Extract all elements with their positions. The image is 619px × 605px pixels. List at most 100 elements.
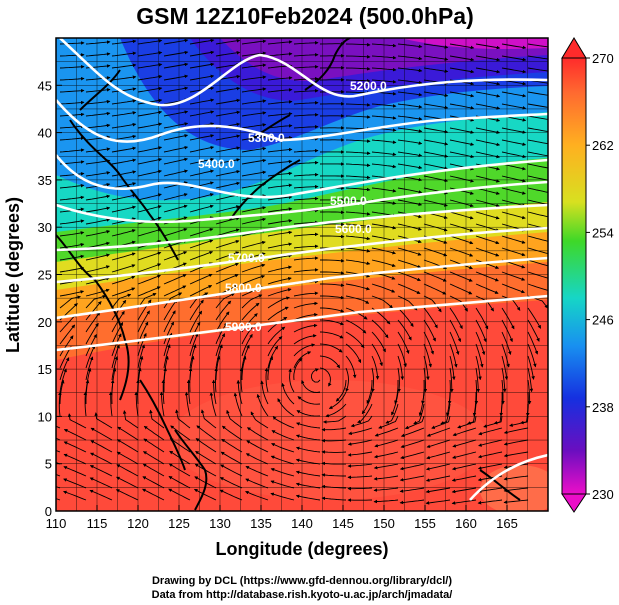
streamline-arrow <box>63 466 87 477</box>
streamline-arrow <box>111 146 137 153</box>
y-axis-label: Latitude (degrees) <box>3 197 23 353</box>
streamline-arrow <box>143 438 165 453</box>
streamline-arrow <box>143 425 165 441</box>
streamline-arrow <box>117 426 139 441</box>
streamline-arrow <box>350 415 373 428</box>
streamline-arrow <box>85 265 110 273</box>
streamline-arrow <box>503 427 529 435</box>
streamline-arrow <box>319 319 344 326</box>
streamline-arrow <box>319 343 343 353</box>
streamline-arrow <box>397 319 412 341</box>
streamline-arrow <box>168 463 191 477</box>
streamline-arrow <box>267 207 293 213</box>
streamline-arrow <box>477 487 503 493</box>
streamline-arrow <box>527 355 535 380</box>
streamline-arrow <box>503 475 529 481</box>
streamline-arrow <box>371 343 383 367</box>
streamline-arrow <box>293 113 319 117</box>
streamline-arrow <box>59 65 85 69</box>
streamline-arrow <box>58 391 62 417</box>
streamline-arrow <box>310 368 321 383</box>
streamline-arrow <box>348 427 373 436</box>
streamline-arrow <box>267 52 293 57</box>
streamline-arrow <box>475 103 501 110</box>
streamline-arrow <box>267 76 293 81</box>
streamline-arrow <box>111 275 136 285</box>
streamline-arrow <box>361 391 373 415</box>
credit-line-1: Drawing by DCL (https://www.gfd-dennou.o… <box>152 575 452 587</box>
streamline-arrow <box>451 487 477 494</box>
streamline-arrow <box>477 499 503 505</box>
streamline-arrow <box>85 171 111 177</box>
streamline-arrow <box>59 346 72 369</box>
streamline-arrow <box>423 163 449 170</box>
streamline-arrow <box>373 463 399 470</box>
streamline-arrow <box>397 271 421 282</box>
streamline-arrow <box>440 403 451 425</box>
map-title: GSM 12Z10Feb2024 (500.0hPa) <box>136 3 474 29</box>
colorbar-ticks: 270 262 254 246 238 230 <box>586 51 614 502</box>
streamline-arrow <box>85 159 111 165</box>
streamline-arrow <box>111 75 137 81</box>
streamline-arrow <box>293 89 319 93</box>
streamline-arrow <box>137 274 161 285</box>
streamline-arrow <box>63 453 87 465</box>
streamline-arrow <box>293 323 318 333</box>
streamline-arrow <box>241 146 267 153</box>
streamline-arrow <box>457 415 477 429</box>
colorbar-tick-label: 270 <box>592 51 614 66</box>
streamline-arrow <box>293 101 319 105</box>
streamline-arrow <box>478 427 503 436</box>
streamline-arrow <box>85 88 111 93</box>
x-axis-label: Longitude (degrees) <box>215 539 388 559</box>
streamline-arrow <box>345 343 362 364</box>
streamline-arrow <box>397 283 421 294</box>
streamline-arrow <box>63 478 87 489</box>
streamline-arrow <box>85 52 111 57</box>
x-tick-label: 145 <box>332 516 354 531</box>
streamline-arrow <box>345 187 371 192</box>
streamline-arrow <box>527 307 542 329</box>
streamline-arrow <box>59 124 85 129</box>
streamline-arrow <box>321 427 347 432</box>
streamline-arrow <box>236 379 243 405</box>
streamline-arrow <box>397 259 422 269</box>
streamline-arrow <box>89 465 113 477</box>
streamline-arrow <box>449 235 474 245</box>
y-tick-label: 45 <box>38 78 52 93</box>
streamline-arrow <box>425 475 451 482</box>
streamline-arrow <box>111 333 122 357</box>
streamline-arrow <box>241 206 267 213</box>
streamline-arrow <box>85 277 110 285</box>
streamline-arrow <box>85 253 110 261</box>
lat-lon-grid <box>56 38 548 511</box>
streamline-arrow <box>501 235 526 244</box>
streamline-arrow <box>449 211 474 220</box>
streamline-arrow <box>115 489 139 501</box>
streamline-arrow <box>111 182 137 189</box>
streamline-arrow <box>226 409 243 429</box>
streamline-arrow <box>281 382 295 405</box>
streamline-arrow <box>527 379 532 405</box>
streamline-arrow <box>219 489 243 501</box>
streamline-arrow <box>219 477 243 489</box>
streamline-arrow <box>371 295 393 309</box>
streamline-arrow <box>189 169 214 177</box>
streamline-arrow <box>423 331 434 355</box>
streamline-arrow <box>85 147 111 153</box>
streamline-arrow <box>293 291 319 297</box>
streamline-arrow <box>475 211 500 220</box>
streamline-arrow <box>397 115 423 121</box>
streamline-arrow <box>59 100 85 105</box>
streamline-arrow <box>399 499 425 505</box>
streamline-arrow <box>85 322 99 345</box>
streamline-arrow <box>83 391 88 417</box>
streamline-arrow <box>293 268 319 273</box>
streamline-arrow <box>423 367 428 393</box>
streamline-arrow <box>320 307 345 313</box>
streamline-arrow <box>215 251 240 261</box>
streamline-arrow <box>385 403 399 424</box>
streamline-arrow <box>184 391 191 417</box>
streamline-arrow <box>63 429 87 441</box>
streamline-arrow <box>347 463 373 468</box>
